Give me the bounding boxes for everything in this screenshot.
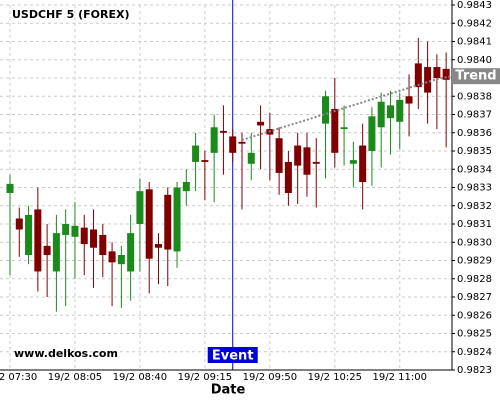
y-tick-label: 0.9841 (457, 37, 492, 48)
chart-title: USDCHF 5 (FOREX) (12, 8, 129, 21)
candle-body (238, 141, 246, 144)
candle-body (43, 245, 51, 256)
candle-body (377, 101, 385, 128)
y-tick-label: 0.9830 (457, 237, 492, 248)
candle-body (108, 251, 116, 263)
y-tick-label: 0.9837 (457, 110, 492, 121)
x-tick-label: 19/2 09:15 (178, 372, 232, 383)
y-tick-label: 0.9832 (457, 201, 492, 212)
candle-body (414, 63, 422, 88)
candle-body (15, 218, 23, 230)
y-tick-label: 0.9827 (457, 292, 492, 303)
y-tick-label: 0.9826 (457, 310, 492, 321)
candle-body (192, 145, 200, 162)
event-label: Event (212, 349, 254, 364)
x-tick-label: 19/2 10:25 (308, 372, 362, 383)
candle-body (442, 68, 450, 80)
candle-body (349, 160, 357, 164)
y-tick-label: 0.9825 (457, 329, 492, 340)
y-tick-label: 0.9842 (457, 18, 492, 29)
y-tick-label: 0.9831 (457, 219, 492, 230)
y-tick-label: 0.9840 (457, 55, 492, 66)
candle-body (294, 145, 302, 166)
candle-body (80, 227, 88, 245)
x-tick-label: 19/2 08:40 (113, 372, 167, 383)
y-tick-label: 0.9843 (457, 0, 492, 11)
candle-body (210, 127, 218, 153)
candle-body (182, 182, 190, 192)
candle-body (164, 194, 172, 250)
candle-body (127, 233, 135, 272)
y-tick-label: 0.9834 (457, 164, 492, 175)
candle-body (145, 189, 153, 259)
candle-body (424, 67, 432, 93)
candle-body (322, 96, 330, 124)
candle-body (247, 152, 255, 164)
y-tick-label: 0.9823 (457, 365, 492, 376)
y-tick-label: 0.9824 (457, 347, 492, 358)
candle-body (257, 121, 265, 126)
trend-box (452, 68, 500, 85)
y-tick-label: 0.9835 (457, 146, 492, 157)
candle-body (303, 147, 311, 175)
candle-body (433, 67, 441, 78)
candle-body (25, 214, 33, 256)
x-tick-label: 19/2 08:05 (48, 372, 102, 383)
candle-body (6, 183, 14, 193)
x-tick-label: 19/2 11:00 (373, 372, 427, 383)
y-tick-label: 0.9828 (457, 274, 492, 285)
candle-body (201, 160, 209, 162)
candle-body (173, 187, 181, 252)
candle-body (117, 255, 125, 265)
candle-body (275, 138, 283, 173)
event-box (207, 347, 258, 363)
x-tick-label: 19/2 07:30 (0, 372, 37, 383)
candle-body (284, 161, 292, 193)
candle-body (71, 225, 79, 237)
candle-body (229, 136, 237, 153)
y-tick-label: 0.9833 (457, 183, 492, 194)
candle-body (90, 229, 98, 248)
candle-body (340, 127, 348, 130)
trend-label: Trend (455, 69, 496, 84)
candle-body (99, 234, 107, 256)
y-tick-label: 0.9838 (457, 91, 492, 102)
candle-body (331, 109, 339, 153)
candle-body (52, 233, 60, 272)
y-tick-label: 0.9829 (457, 256, 492, 267)
watermark: www.delkos.com (14, 347, 118, 360)
candle-body (136, 191, 144, 224)
candle-body (386, 105, 394, 119)
y-tick-label: 0.9836 (457, 128, 492, 139)
candle-body (396, 99, 404, 122)
candle-body (34, 209, 42, 272)
candle-body (359, 145, 367, 183)
candle-body (312, 161, 320, 164)
candle-body (405, 96, 413, 104)
candle-body (62, 224, 70, 235)
candle-body (368, 116, 376, 151)
x-tick-label: 19/2 09:50 (243, 372, 297, 383)
candle-body (219, 130, 227, 133)
candle-body (154, 244, 162, 248)
x-axis-title: Date (211, 383, 246, 398)
